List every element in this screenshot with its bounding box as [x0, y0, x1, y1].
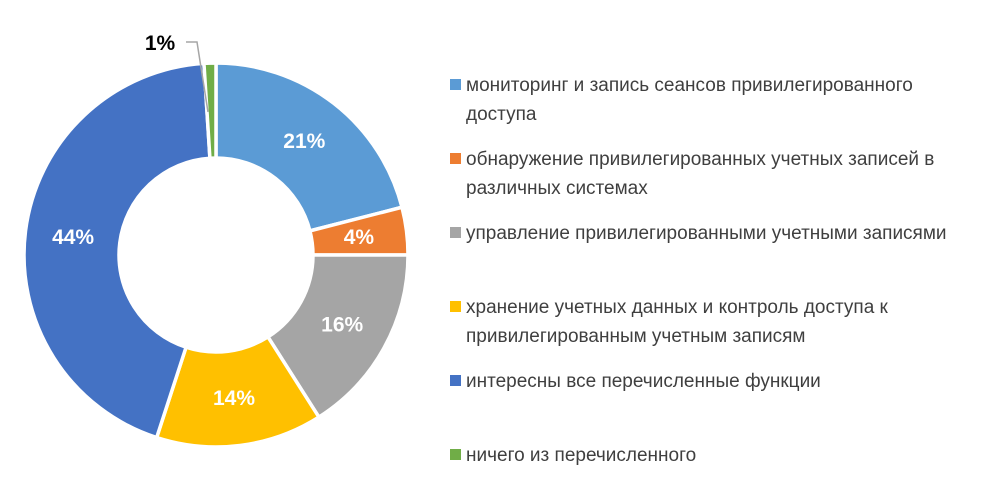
- legend-item-management: управление привилегированными учетными з…: [450, 219, 980, 248]
- legend-label-storage: хранение учетных данных и контроль досту…: [466, 293, 980, 351]
- legend-marker-management-icon: [450, 227, 461, 238]
- legend-label-none: ничего из перечисленного: [466, 441, 980, 470]
- legend-label-line: ничего из перечисленного: [466, 445, 697, 466]
- data-label-2: 16%: [321, 313, 363, 336]
- legend-label-monitoring: мониторинг и запись сеансов привилегиров…: [466, 71, 980, 129]
- legend-label-line: доступа: [466, 104, 537, 125]
- legend-label-line: мониторинг и запись сеансов привилегиров…: [466, 75, 913, 96]
- legend-item-storage: хранение учетных данных и контроль досту…: [450, 293, 980, 351]
- pie-slice-4: [22, 61, 212, 440]
- legend-label-line: различных системах: [466, 178, 648, 199]
- legend-item-all-functions: интересны все перечисленные функции: [450, 367, 980, 396]
- legend-item-discovery: обнаружение привилегированных учетных за…: [450, 145, 980, 203]
- legend-marker-none-icon: [450, 449, 461, 460]
- legend-marker-monitoring-icon: [450, 79, 461, 90]
- legend-label-line: управление привилегированными учетными з…: [466, 223, 947, 244]
- data-label-0: 21%: [283, 130, 325, 153]
- pie-slice-2: [266, 253, 410, 419]
- legend-label-line: интересны все перечисленные функции: [466, 371, 821, 392]
- legend-marker-all-functions-icon: [450, 375, 461, 386]
- chart-legend: мониторинг и запись сеансов привилегиров…: [450, 0, 986, 494]
- legend-item-none: ничего из перечисленного: [450, 441, 980, 470]
- legend-label-line: обнаружение привилегированных учетных за…: [466, 149, 935, 170]
- legend-marker-storage-icon: [450, 301, 461, 312]
- label-leader-line: [186, 41, 209, 113]
- donut-chart: 21% 4% 16% 14% 44% 1%: [0, 0, 440, 494]
- legend-item-monitoring: мониторинг и запись сеансов привилегиров…: [450, 71, 980, 129]
- pie-slice-5: [202, 61, 218, 160]
- pie-slice-0: [214, 61, 404, 233]
- data-label-1: 4%: [344, 226, 375, 249]
- data-label-outside-5: 1%: [145, 32, 176, 55]
- legend-label-management: управление привилегированными учетными з…: [466, 219, 980, 248]
- legend-label-line: хранение учетных данных и контроль досту…: [466, 297, 888, 318]
- legend-marker-discovery-icon: [450, 153, 461, 164]
- data-label-3: 14%: [213, 387, 255, 410]
- legend-label-all-functions: интересны все перечисленные функции: [466, 367, 980, 396]
- legend-label-discovery: обнаружение привилегированных учетных за…: [466, 145, 980, 203]
- donut-chart-svg: 21% 4% 16% 14% 44% 1%: [22, 32, 410, 449]
- data-label-4: 44%: [52, 226, 94, 249]
- legend-label-line: привилегированным учетным записям: [466, 326, 806, 347]
